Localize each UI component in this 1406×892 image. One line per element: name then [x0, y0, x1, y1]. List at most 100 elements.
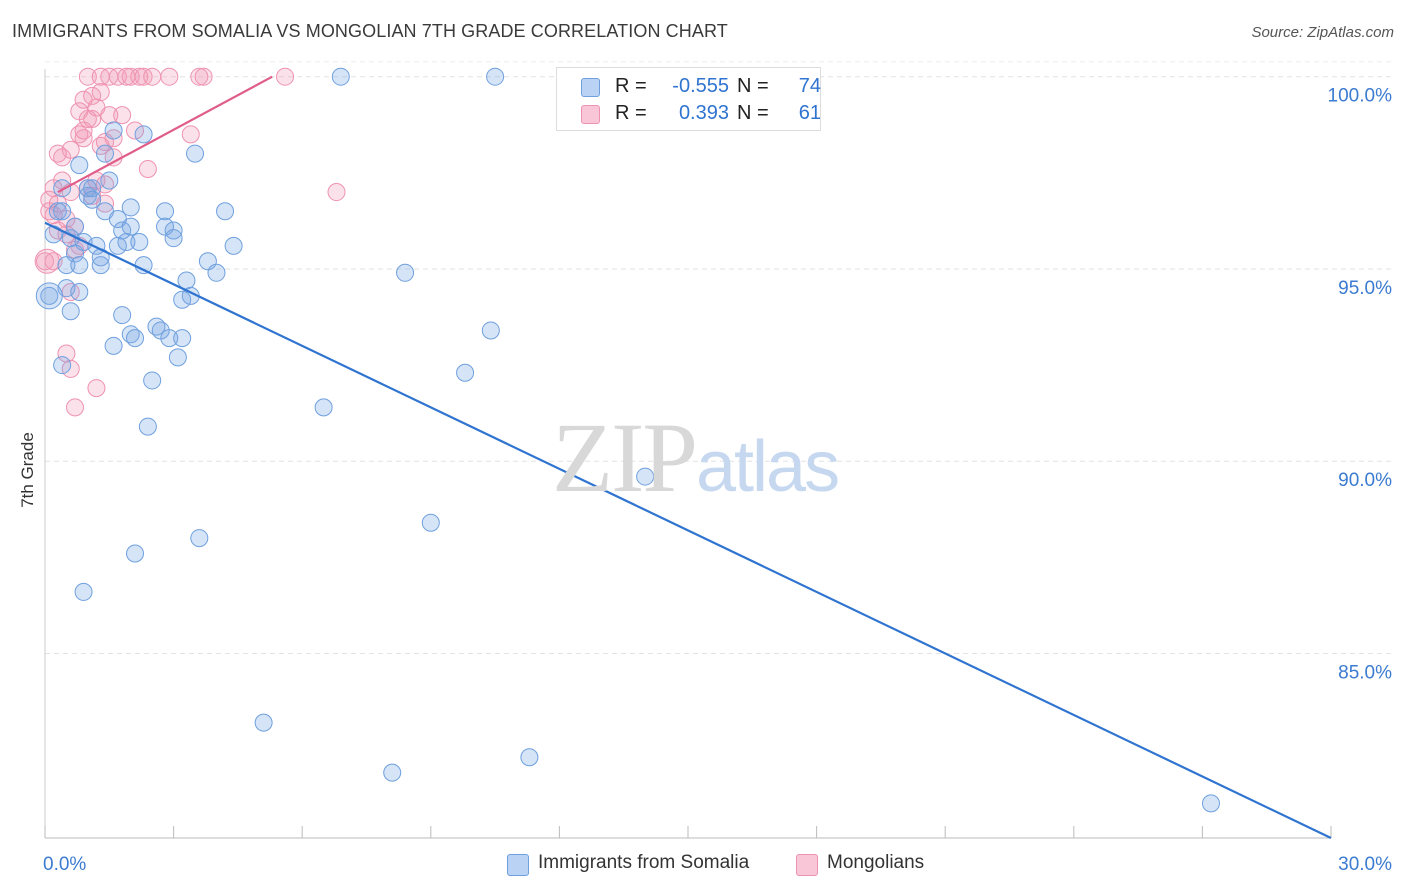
somalia-point — [104, 336, 123, 355]
r-value: 0.393 — [678, 102, 729, 124]
source-credit: Source: ZipAtlas.com — [1251, 24, 1394, 41]
somalia-point — [173, 290, 192, 309]
n-label: N = — [737, 102, 769, 124]
mongolian-point — [78, 67, 97, 86]
somalia-point — [168, 348, 187, 367]
axes — [44, 69, 1332, 839]
legend-label: Immigrants from Somalia — [538, 852, 750, 873]
somalia-point — [126, 329, 145, 348]
mongolian-point — [126, 121, 145, 140]
somalia-point — [156, 202, 175, 221]
somalia-point — [1201, 794, 1220, 813]
mongolian-point — [34, 248, 60, 274]
somalia-point — [134, 125, 153, 144]
somalia-point — [173, 329, 192, 348]
somalia-point — [636, 467, 655, 486]
y-tick-label: 85.0% — [1338, 662, 1392, 683]
somalia-point — [207, 263, 226, 282]
y-tick-label: 100.0% — [1328, 86, 1393, 107]
somalia-point — [486, 67, 505, 86]
mongolian-point — [91, 83, 110, 102]
somalia-point — [44, 225, 63, 244]
somalia-legend-swatch — [507, 854, 529, 876]
mongolian-swatch — [581, 105, 600, 124]
somalia-swatch — [581, 78, 600, 97]
somalia-point — [143, 371, 162, 390]
somalia-point — [121, 198, 140, 217]
mongolian-point — [78, 109, 97, 128]
mongolian-point — [160, 67, 179, 86]
series-somalia — [35, 67, 1220, 813]
r-value: -0.555 — [672, 75, 729, 97]
n-value: 74 — [798, 75, 821, 97]
n-label: N = — [737, 75, 769, 97]
somalia-point — [66, 217, 85, 236]
somalia-point — [53, 179, 72, 198]
somalia-point — [164, 229, 183, 248]
mongolian-point — [130, 67, 149, 86]
mongolian-point — [66, 398, 85, 417]
somalia-point — [74, 582, 93, 601]
somalia-point — [53, 356, 72, 375]
mongolian-point — [113, 106, 132, 125]
mongolian-point — [117, 67, 136, 86]
mongolian-trend-line — [57, 75, 273, 194]
somalia-point — [96, 144, 115, 163]
tick-labels: 85.0% 90.0% 95.0% 100.0% 0.0% 30.0% — [43, 86, 1392, 875]
somalia-point — [520, 748, 539, 767]
mongolian-point — [74, 129, 93, 148]
somalia-point — [164, 221, 183, 240]
x-tick-label: 0.0% — [43, 854, 86, 875]
stats-box: R = -0.555 N = 74 R = 0.393 N = 61 — [556, 67, 821, 131]
x-tick-label: 30.0% — [1338, 854, 1392, 875]
mongolian-point — [83, 86, 102, 105]
mongolian-point — [61, 140, 80, 159]
somalia-point — [456, 363, 475, 382]
y-tick-label: 90.0% — [1338, 470, 1392, 491]
somalia-point — [100, 171, 119, 190]
somalia-point — [70, 156, 89, 175]
somalia-point — [481, 321, 500, 340]
somalia-point — [104, 121, 123, 140]
somalia-point — [421, 513, 440, 532]
somalia-point — [113, 221, 132, 240]
somalia-point — [190, 529, 209, 548]
mongolian-point — [181, 125, 200, 144]
mongolian-point — [61, 359, 80, 378]
legend-label: Mongolians — [827, 852, 925, 873]
mongolian-legend-swatch — [796, 854, 818, 876]
somalia-point — [138, 417, 157, 436]
somalia-point — [35, 282, 63, 310]
n-value: 61 — [798, 102, 821, 124]
mongolian-point — [327, 183, 346, 202]
somalia-point — [396, 263, 415, 282]
somalia-point — [224, 236, 243, 255]
somalia-point — [53, 202, 72, 221]
somalia-point — [113, 306, 132, 325]
y-tick-label: 95.0% — [1338, 278, 1392, 299]
mongolian-point — [104, 129, 123, 148]
somalia-point — [83, 190, 102, 209]
somalia-point — [331, 67, 350, 86]
mongolian-point — [87, 379, 106, 398]
somalia-point — [48, 202, 67, 221]
r-label: R = — [615, 102, 647, 124]
somalia-point — [78, 179, 97, 198]
chart-title: IMMIGRANTS FROM SOMALIA VS MONGOLIAN 7TH… — [12, 21, 728, 41]
somalia-point — [61, 302, 80, 321]
somalia-point — [216, 202, 235, 221]
trend-lines — [44, 75, 1332, 839]
somalia-point — [126, 544, 145, 563]
r-label: R = — [615, 75, 647, 97]
mongolian-point — [138, 159, 157, 178]
somalia-point — [383, 763, 402, 782]
mongolian-point — [276, 67, 295, 86]
somalia-trend-line — [44, 221, 1332, 839]
somalia-point — [108, 209, 127, 228]
somalia-point — [91, 256, 110, 275]
somalia-point — [314, 398, 333, 417]
somalia-point — [186, 144, 205, 163]
mongolian-point — [190, 67, 209, 86]
somalia-point — [254, 713, 273, 732]
